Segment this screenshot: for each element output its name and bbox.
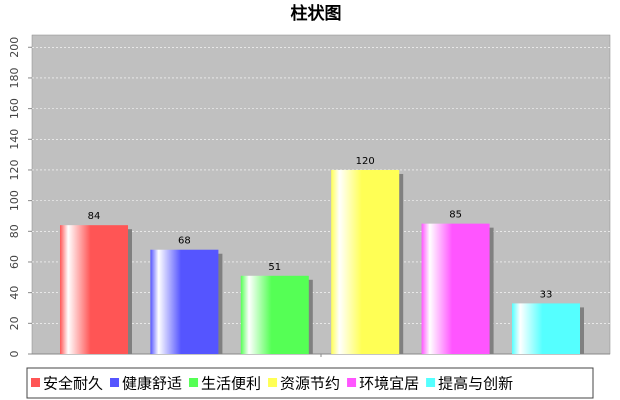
legend-swatch [110, 378, 120, 387]
y-tick-label: 180 [8, 67, 21, 88]
legend-label: 提高与创新 [438, 375, 513, 393]
chart-title: 柱状图 [291, 3, 342, 24]
data-label: 85 [449, 210, 462, 221]
y-tick-label: 100 [8, 190, 21, 211]
data-label: 120 [356, 156, 375, 167]
y-tick-label: 140 [8, 129, 21, 150]
legend-label: 生活便利 [201, 375, 261, 393]
legend-swatch [426, 378, 436, 387]
bar [512, 303, 580, 354]
data-label: 84 [88, 211, 101, 222]
bar [421, 223, 490, 354]
y-tick-label: 60 [8, 255, 21, 269]
legend-swatch [268, 378, 278, 387]
legend-swatch [189, 378, 199, 387]
bar [60, 225, 128, 354]
y-tick-label: 160 [8, 98, 21, 119]
data-label: 51 [268, 262, 281, 273]
y-tick-label: 40 [8, 286, 21, 300]
y-tick-label: 0 [8, 351, 21, 358]
legend-swatch [31, 378, 40, 387]
bar [240, 275, 309, 354]
y-tick-label: 200 [8, 37, 21, 58]
bar [150, 249, 219, 354]
bar [331, 169, 400, 354]
legend-label: 健康舒适 [122, 375, 182, 393]
y-tick-label: 80 [8, 224, 21, 238]
data-label: 33 [540, 289, 553, 300]
legend-box [26, 367, 594, 399]
legend-label: 资源节约 [280, 375, 340, 393]
legend-swatch [347, 378, 357, 387]
y-tick-label: 120 [8, 159, 21, 180]
data-label: 68 [178, 236, 191, 247]
legend-label: 安全耐久 [43, 375, 103, 393]
y-tick-label: 20 [8, 316, 21, 330]
legend-label: 环境宜居 [359, 375, 419, 393]
